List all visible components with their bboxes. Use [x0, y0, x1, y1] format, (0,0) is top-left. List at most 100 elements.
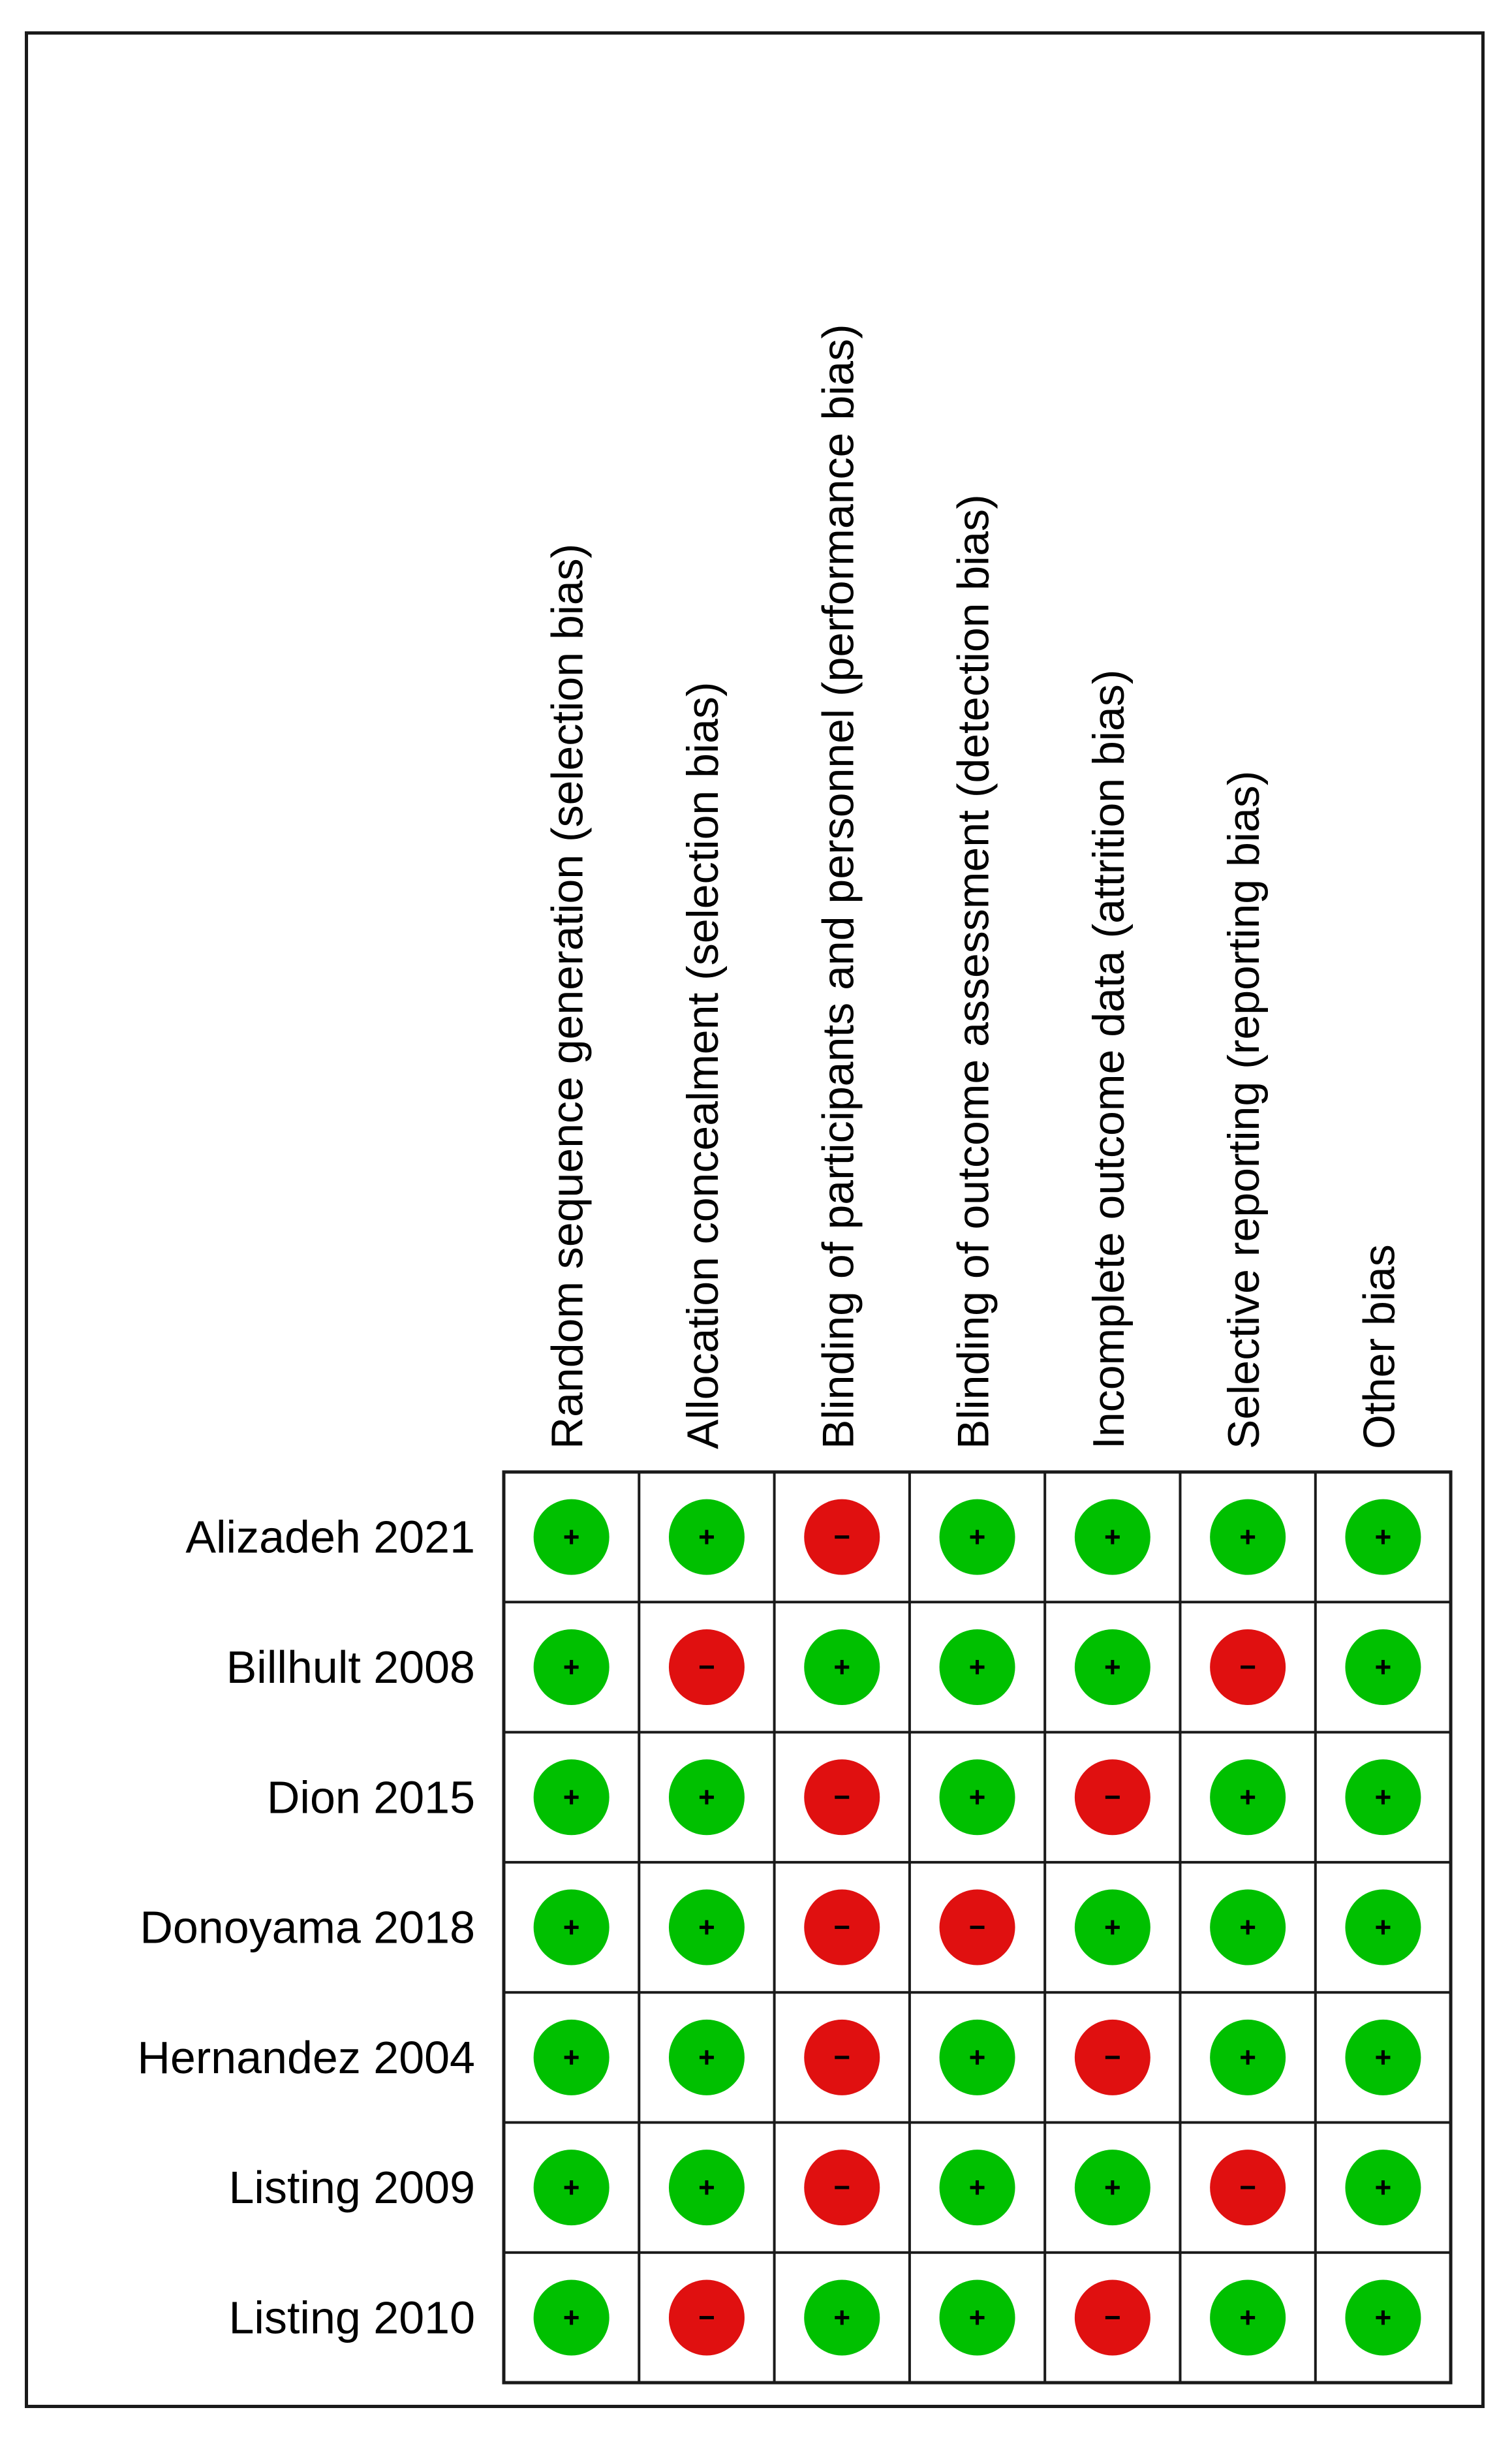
low-risk-mark [939, 1499, 1015, 1575]
minus-glyph [699, 2315, 714, 2319]
low-risk-mark [1345, 1889, 1421, 1965]
low-risk-mark [668, 1889, 745, 1965]
minus-glyph [1105, 2056, 1120, 2059]
plus-glyph [1111, 1529, 1115, 1544]
judgement-marks [533, 1499, 1421, 2356]
low-risk-mark [533, 1889, 609, 1965]
study-label-billhult-2008: Billhult 2008 [226, 1642, 475, 1693]
plus-glyph [1381, 2050, 1385, 2065]
plus-glyph [976, 1529, 980, 1544]
high-risk-mark [1074, 2279, 1150, 2356]
domain-label-random-sequence-generation-selection-bias: Random sequence generation (selection bi… [543, 544, 593, 1449]
grid-border [502, 1470, 1453, 2385]
plus-glyph [1381, 1920, 1385, 1935]
plus-glyph [1381, 1529, 1385, 1544]
low-risk-mark [1345, 1499, 1421, 1575]
plus-glyph [840, 2310, 844, 2325]
low-risk-mark [533, 1629, 609, 1705]
low-risk-mark [1345, 2019, 1421, 2095]
plus-glyph [976, 1790, 980, 1805]
plus-glyph [1111, 1659, 1115, 1674]
domain-label-incomplete-outcome-data-attrition-bias: Incomplete outcome data (attrition bias) [1084, 670, 1134, 1449]
plus-glyph [1246, 2050, 1250, 2065]
high-risk-mark [1074, 1759, 1150, 1836]
study-label-alizadeh-2021: Alizadeh 2021 [185, 1512, 475, 1563]
plus-glyph [1246, 1790, 1250, 1805]
plus-glyph [705, 2180, 709, 2195]
plus-glyph [1381, 1659, 1385, 1674]
low-risk-mark [668, 1759, 745, 1836]
low-risk-mark [533, 1499, 609, 1575]
plus-glyph [976, 2180, 980, 2195]
plus-glyph [1246, 1529, 1250, 1544]
low-risk-mark [939, 1629, 1015, 1705]
minus-glyph [1241, 1665, 1256, 1669]
minus-glyph [699, 1665, 714, 1669]
low-risk-mark [1345, 2150, 1421, 2226]
low-risk-mark [1345, 1629, 1421, 1705]
plus-glyph [840, 1659, 844, 1674]
low-risk-mark [533, 2150, 609, 2226]
minus-glyph [970, 1926, 985, 1930]
plus-glyph [1111, 2180, 1115, 2195]
low-risk-mark [533, 2279, 609, 2356]
low-risk-mark [804, 1629, 880, 1705]
plus-glyph [570, 2050, 574, 2065]
plus-glyph [1381, 1790, 1385, 1805]
domain-label-blinding-of-participants-and-personnel-performance-bias: Blinding of participants and personnel (… [813, 324, 863, 1449]
low-risk-mark [804, 2279, 880, 2356]
minus-glyph [835, 2056, 850, 2059]
low-risk-mark [939, 2150, 1015, 2226]
high-risk-mark [1210, 2150, 1286, 2226]
low-risk-mark [1210, 1499, 1286, 1575]
plus-glyph [570, 2310, 574, 2325]
plus-glyph [976, 2050, 980, 2065]
study-label-listing-2009: Listing 2009 [228, 2162, 475, 2213]
low-risk-mark [533, 1759, 609, 1836]
low-risk-mark [939, 1759, 1015, 1836]
high-risk-mark [668, 1629, 745, 1705]
domain-label-allocation-concealment-selection-bias: Allocation concealment (selection bias) [678, 682, 728, 1450]
study-label-donoyama-2018: Donoyama 2018 [140, 1902, 475, 1953]
plus-glyph [705, 2050, 709, 2065]
low-risk-mark [1345, 1759, 1421, 1836]
judgement-grid [502, 1470, 1453, 2385]
low-risk-mark [533, 2019, 609, 2095]
low-risk-mark [939, 2019, 1015, 2095]
plus-glyph [976, 2310, 980, 2325]
plus-glyph [1111, 1920, 1115, 1935]
low-risk-mark [668, 2019, 745, 2095]
study-label-dion-2015: Dion 2015 [267, 1772, 475, 1823]
minus-glyph [835, 1535, 850, 1539]
plus-glyph [570, 1790, 574, 1805]
domain-label-selective-reporting-reporting-bias: Selective reporting (reporting bias) [1219, 771, 1269, 1449]
low-risk-mark [668, 2150, 745, 2226]
domain-label-other-bias: Other bias [1354, 1244, 1404, 1449]
high-risk-mark [1210, 1629, 1286, 1705]
minus-glyph [835, 2185, 850, 2189]
low-risk-mark [1345, 2279, 1421, 2356]
low-risk-mark [939, 2279, 1015, 2356]
high-risk-mark [1074, 2019, 1150, 2095]
plus-glyph [976, 1659, 980, 1674]
minus-glyph [835, 1926, 850, 1930]
plus-glyph [570, 1920, 574, 1935]
plus-glyph [1381, 2310, 1385, 2325]
low-risk-mark [1074, 1889, 1150, 1965]
low-risk-mark [1210, 1759, 1286, 1836]
low-risk-mark [1074, 1629, 1150, 1705]
figure-frame [25, 31, 1485, 2408]
high-risk-mark [804, 1499, 880, 1575]
high-risk-mark [804, 2150, 880, 2226]
plus-glyph [570, 2180, 574, 2195]
high-risk-mark [668, 2279, 745, 2356]
plus-glyph [705, 1790, 709, 1805]
minus-glyph [835, 1795, 850, 1799]
low-risk-mark [1074, 2150, 1150, 2226]
minus-glyph [1241, 2185, 1256, 2189]
study-labels: Alizadeh 2021 Billhult 2008 Dion 2015 Donoy… [137, 1512, 475, 2343]
high-risk-mark [804, 2019, 880, 2095]
domain-labels: Random sequence generation (selection bi… [543, 324, 1404, 1449]
low-risk-mark [1210, 2279, 1286, 2356]
study-label-hernandez-2004: Hernandez 2004 [137, 2032, 475, 2083]
